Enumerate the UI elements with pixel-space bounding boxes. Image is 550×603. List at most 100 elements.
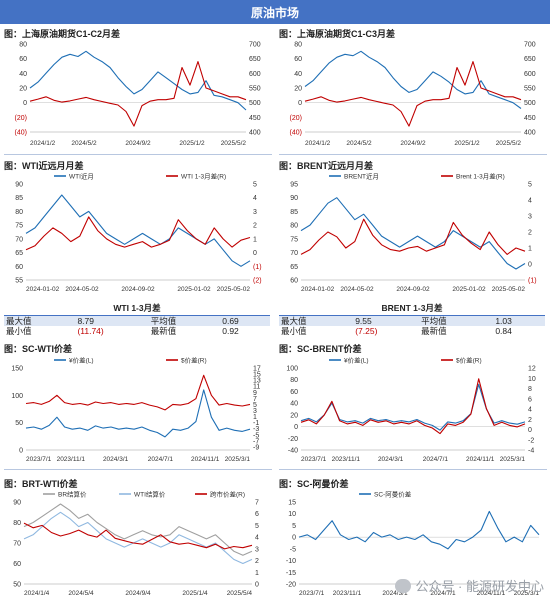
chart-sc-brent: 100 80 60 40 20 0 -20 -40 12 10 8 6 4 2 0 -2 -4 2023/7/1 2… [279,354,547,466]
x-tick-label: 2025-01-02 [452,286,486,293]
series-line-named-2 [23,522,253,550]
legend-label: WTI近月 [69,172,94,181]
chart-svg: 95 90 85 80 75 70 65 60 5 4 3 2 1 0 (1) 2024-01-02 2024-… [290,172,537,294]
y2-tick-label: 1 [253,236,257,243]
stat-value: 0.84 [495,326,512,336]
y-tick-label: 0 [19,448,23,455]
y-tick-label: 60 [290,278,298,285]
y2-tick-label: (1) [528,278,537,285]
stat-label: 最新值 [421,326,447,336]
y-tick-label: 20 [19,86,27,93]
y2-tick-label: 400 [524,130,536,137]
x-tick-label: 2025/5/4 [227,590,253,597]
x-tick-label: 2024-09-02 [396,286,430,293]
y2-tick-label: 3 [528,214,532,221]
y-tick-label: 20 [294,86,302,93]
stat-value: (7.25) [355,326,378,336]
x-tick-label: 2024/7/1 [148,456,174,463]
x-tick-label: 2023/11/1 [57,456,86,463]
series-line-named-1 [300,218,526,255]
x-tick-label: 2024-09-02 [121,286,155,293]
y-tick-label: 80 [19,42,27,49]
chart-wti-spread: 90 85 80 75 70 65 60 55 5 4 3 2 1 0 (1) (2) 2024-01-02 20… [4,170,272,296]
x-tick-label: 2024-01-02 [301,286,335,293]
y-tick-label: 75 [15,223,23,230]
y2-tick-label: 550 [249,86,261,93]
y2-tick-label: -9 [253,444,259,451]
y2-tick-label: 6 [528,396,532,403]
y2-tick-label: 13 [253,378,261,385]
y2-tick-label: 1 [253,414,257,421]
y2-tick-label: 17 [253,366,261,373]
stat-label: 平均值 [148,316,221,326]
y2-tick-label: 15 [253,372,261,379]
series-line-named-0 [298,510,540,550]
x-tick-label: 2024/11/1 [477,590,506,597]
x-tick-label: 2025/1/2 [179,140,205,147]
x-tick-label: 2023/7/1 [301,456,327,463]
y2-tick-label: 8 [528,386,532,393]
stat-value: 1.03 [493,316,545,326]
stats-title: BRENT 1-3月差 [279,302,545,316]
y2-tick-label: -7 [253,438,259,445]
x-tick-label: 2024-05-02 [65,286,99,293]
series-line-named-0 [25,194,251,267]
y2-tick-label: -1 [253,420,259,427]
y-tick-label: 90 [290,195,298,202]
y-tick-label: 20 [290,412,298,419]
panel-title-brent-spread: 图：BRENT近远月月差 [279,161,373,171]
stats-wti: WTI 1-3月差 最大值 8.79 平均值 0.69 最小值 (11.74) … [4,302,270,336]
y2-tick-label: 6 [255,511,259,518]
y2-tick-label: 5 [253,402,257,409]
watermark: 公众号 · 能源研发中心 [395,576,544,595]
y2-tick-label: 10 [528,376,536,383]
y-tick-label: -20 [286,582,296,589]
y-tick-label: (40) [15,130,27,137]
series-line-named-1 [25,374,251,411]
y2-tick-label: -4 [528,448,534,455]
y2-tick-label: 2 [528,417,532,424]
x-tick-label: 2025/1/4 [182,590,208,597]
y2-tick-label: 3 [253,408,257,415]
x-tick-label: 2024/1/2 [305,140,331,147]
stat-label: 最大值 [279,316,354,326]
y2-tick-label: 3 [253,209,257,216]
y2-tick-label: 4 [528,407,532,414]
panel-title-sc-c1c3: 图：上海原油期货C1-C3月差 [279,29,396,39]
y2-tick-label: 450 [249,115,261,122]
y2-tick-label: -5 [253,432,259,439]
y-tick-label: 65 [15,250,23,257]
legend-label: BR结算价 [58,490,87,499]
chart-brent-spread: 95 90 85 80 75 70 65 60 5 4 3 2 1 0 (1) 2024-01-02 2024-… [279,170,547,296]
divider [279,154,547,155]
y2-tick-label: 4 [255,535,259,542]
y-tick-label: 80 [294,42,302,49]
series-line-named-1 [300,378,526,435]
y2-tick-label: 600 [524,71,536,78]
stat-value: (11.74) [77,326,104,336]
y2-tick-label: 600 [249,71,261,78]
y-tick-label: 60 [290,389,298,396]
y2-tick-label: 450 [524,115,536,122]
series-line-unnamed-0 [29,50,247,111]
y2-tick-label: 0 [528,427,532,434]
series-line-named-0 [25,389,251,438]
x-tick-label: 2024-05-02 [340,286,374,293]
y-tick-label: -40 [288,448,298,455]
y-tick-label: 50 [13,582,21,589]
y2-tick-label: 2 [528,230,532,237]
panel-title-brt-wti: 图：BRT-WTI价差 [4,479,78,489]
x-tick-label: 2025/1/2 [454,140,480,147]
legend-label: $价差(R) [456,356,482,365]
stat-value: 9.55 [353,316,420,326]
chart-sc-c1c2: 80 60 40 20 0 (20) (40) 700 650 600 550 500 450 400 20… [4,38,272,150]
stat-label: 最大值 [4,316,76,326]
x-tick-label: 2025/3/1 [500,456,526,463]
y2-tick-label: 500 [524,100,536,107]
y-tick-label: 40 [290,401,298,408]
y2-tick-label: (2) [253,278,262,285]
stats-brent: BRENT 1-3月差 最大值 9.55 平均值 1.03 最小值 (7.25)… [279,302,545,336]
